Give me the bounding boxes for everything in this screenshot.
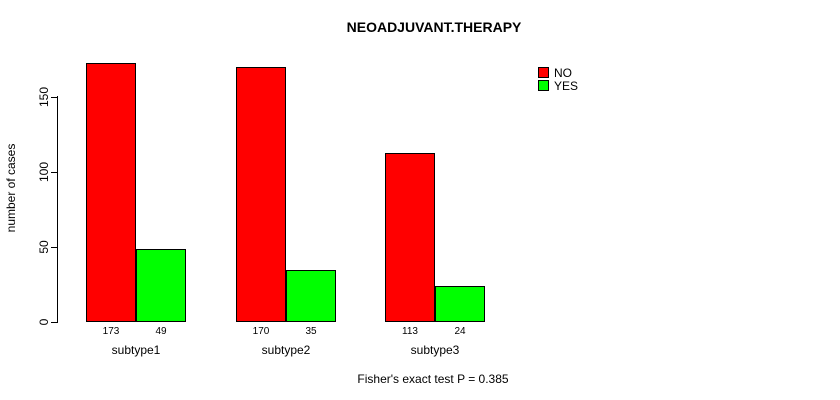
y-tick-mark (51, 246, 58, 248)
bar-yes-subtype1 (136, 248, 186, 322)
x-category-label: subtype3 (410, 343, 460, 357)
legend-label-yes: YES (554, 78, 579, 93)
y-tick-label: 50 (37, 240, 51, 254)
bar-value-label: 24 (454, 326, 466, 337)
legend-swatch-yes (538, 80, 549, 91)
y-axis-line (57, 96, 58, 322)
legend-swatch-no (538, 67, 549, 78)
bar-yes-subtype3 (435, 286, 485, 322)
x-category-label: subtype2 (261, 343, 311, 357)
y-tick-mark (51, 321, 58, 323)
fisher-test-annotation: Fisher's exact test P = 0.385 (357, 372, 509, 386)
y-axis-title: number of cases (4, 143, 18, 233)
bar-value-label: 170 (252, 326, 270, 337)
y-tick-mark (51, 171, 58, 173)
bar-no-subtype1 (86, 62, 136, 322)
y-tick-label: 100 (37, 161, 51, 183)
legend-label-no: NO (554, 65, 572, 80)
bar-no-subtype3 (385, 152, 435, 322)
y-tick-label: 0 (37, 318, 51, 326)
y-tick-mark (51, 96, 58, 98)
x-category-label: subtype1 (111, 343, 161, 357)
bar-yes-subtype2 (286, 269, 336, 322)
bar-no-subtype2 (236, 67, 286, 322)
bar-value-label: 113 (402, 326, 418, 337)
bar-value-label: 173 (102, 326, 120, 337)
y-tick-label: 150 (37, 86, 51, 108)
chart-title: NEOADJUVANT.THERAPY (346, 19, 522, 35)
bar-value-label: 35 (305, 326, 317, 337)
bar-value-label: 49 (155, 326, 167, 337)
